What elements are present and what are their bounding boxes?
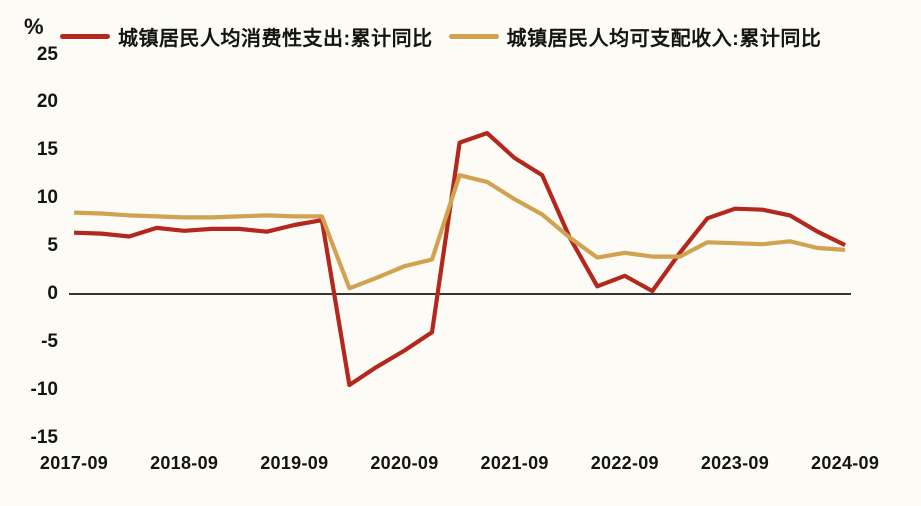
y-axis-tick-label: 15	[36, 139, 58, 161]
x-axis-tick-label: 2019-09	[260, 453, 329, 473]
y-axis-tick-label: 10	[36, 187, 58, 209]
y-axis-tick-label: 5	[47, 235, 58, 257]
x-axis-tick-label: 2017-09	[39, 453, 109, 473]
x-axis-tick-label: 2020-09	[370, 453, 439, 473]
y-axis-unit-label: %	[24, 14, 44, 39]
series-line-consumption	[73, 131, 847, 388]
legend-line-swatch-income	[448, 34, 499, 39]
x-axis-tick-label: 2021-09	[480, 453, 549, 473]
y-axis-tick-label: -15	[30, 426, 58, 448]
x-axis-tick-label: 2018-09	[150, 453, 219, 473]
y-axis-tick-label: 0	[47, 283, 58, 304]
y-axis-tick-label: -5	[41, 330, 58, 352]
x-axis-tick-label: 2023-09	[700, 453, 770, 473]
legend: 城镇居民人均消费性支出:累计同比 城镇居民人均可支配收入:累计同比	[60, 22, 821, 51]
legend-label-income: 城镇居民人均可支配收入:累计同比	[506, 28, 822, 50]
y-axis-tick-label: 20	[36, 91, 58, 113]
legend-line-swatch-consumption	[60, 34, 110, 39]
y-axis-tick-label: 25	[36, 43, 58, 65]
y-axis-tick-label: -10	[30, 378, 58, 400]
legend-item-income: 城镇居民人均可支配收入:累计同比	[448, 22, 822, 51]
x-axis-tick-label: 2024-09	[811, 453, 880, 473]
series-line-income	[73, 173, 846, 291]
x-axis-tick-label: 2022-09	[590, 453, 659, 473]
legend-label-consumption: 城镇居民人均消费性支出:累计同比	[118, 28, 433, 50]
legend-item-consumption: 城镇居民人均消费性支出:累计同比	[60, 22, 433, 51]
